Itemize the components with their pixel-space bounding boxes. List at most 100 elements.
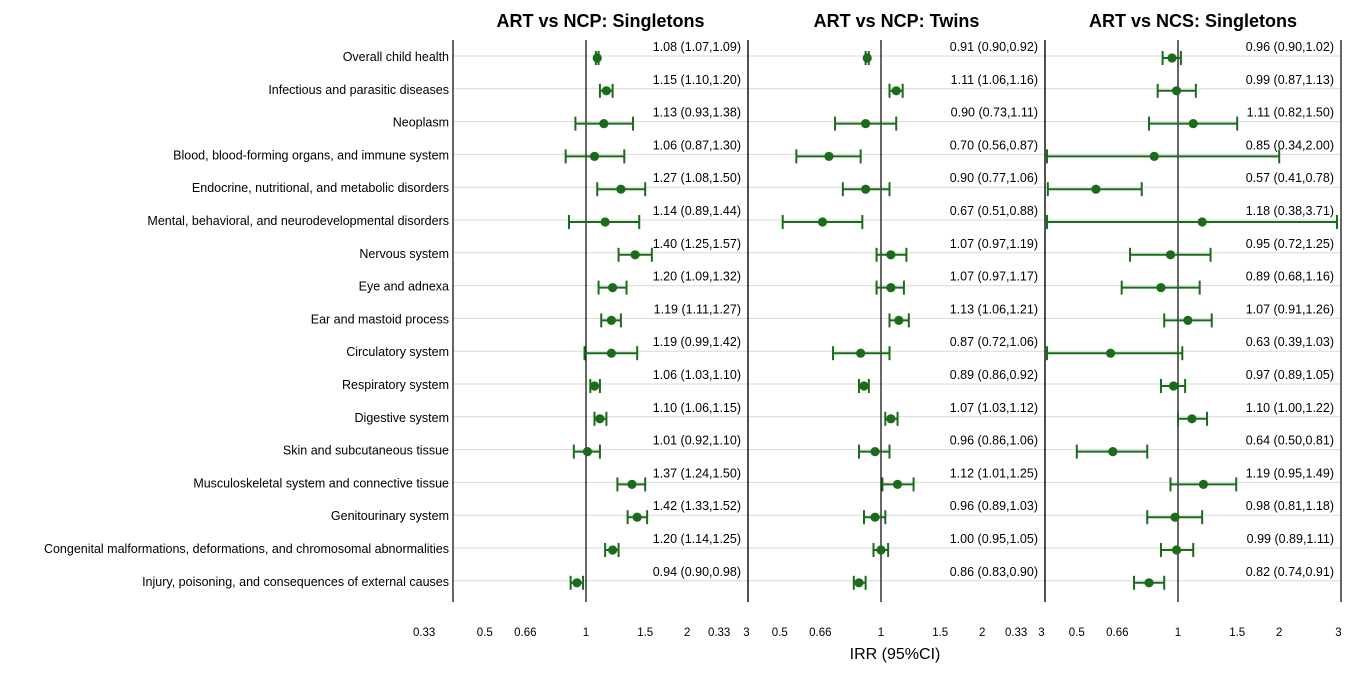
point-estimate (817, 217, 828, 227)
category-label: Mental, behavioral, and neurodevelopment… (147, 214, 449, 228)
x-tick-label: 3 (743, 627, 749, 639)
estimate-label: 0.95 (0.72,1.25) (1246, 237, 1334, 251)
point-estimate (1198, 479, 1208, 489)
point-estimate (1197, 217, 1207, 227)
category-label: Circulatory system (346, 345, 449, 359)
point-estimate (1171, 86, 1182, 96)
x-tick-label: 1.5 (1229, 627, 1245, 639)
estimate-label: 0.87 (0.72,1.06) (950, 335, 1038, 349)
panel-title: ART vs NCP: Twins (814, 11, 980, 31)
point-estimate (886, 250, 896, 260)
point-estimate (891, 86, 901, 96)
estimate-label: 0.85 (0.34,2.00) (1246, 138, 1334, 152)
point-estimate (1108, 447, 1118, 457)
category-label: Blood, blood-forming organs, and immune … (173, 148, 449, 162)
point-estimate (632, 512, 642, 522)
point-estimate (582, 447, 593, 457)
x-tick-label: 3 (1038, 627, 1044, 639)
point-estimate (1167, 53, 1177, 63)
point-estimate (1144, 578, 1154, 588)
estimate-label: 0.57 (0.41,0.78) (1246, 171, 1334, 185)
category-label: Genitourinary system (331, 509, 449, 523)
point-estimate (600, 217, 610, 227)
x-tick-label: 0.5 (772, 627, 788, 639)
estimate-label: 1.27 (1.08,1.50) (653, 171, 741, 185)
estimate-label: 0.70 (0.56,0.87) (950, 138, 1038, 152)
estimate-label: 0.86 (0.83,0.90) (950, 565, 1038, 579)
estimate-label: 0.67 (0.51,0.88) (950, 204, 1038, 218)
x-tick-label: 1.5 (932, 627, 948, 639)
estimate-label: 1.42 (1.33,1.52) (653, 499, 741, 513)
point-estimate (861, 119, 871, 129)
point-estimate (824, 151, 834, 161)
x-tick-label: 0.33 (1005, 627, 1027, 639)
estimate-label: 1.13 (1.06,1.21) (950, 302, 1038, 316)
estimate-label: 1.06 (0.87,1.30) (653, 138, 741, 152)
point-estimate (861, 184, 871, 194)
category-label: Infectious and parasitic diseases (268, 83, 449, 97)
point-estimate (856, 348, 866, 358)
x-tick-label: 2 (1276, 627, 1282, 639)
x-tick-label: 0.33 (413, 627, 435, 639)
category-label: Ear and mastoid process (311, 312, 449, 326)
estimate-label: 0.97 (0.89,1.05) (1246, 368, 1334, 382)
estimate-label: 0.89 (0.86,0.92) (950, 368, 1038, 382)
category-label: Respiratory system (342, 378, 449, 392)
point-estimate (1165, 250, 1176, 260)
estimate-label: 1.20 (1.09,1.32) (653, 270, 741, 284)
point-estimate (630, 250, 640, 260)
point-estimate (1188, 119, 1198, 129)
estimate-label: 1.07 (1.03,1.12) (950, 401, 1038, 415)
x-axis-label: IRR (95%CI) (850, 646, 941, 663)
point-estimate (601, 86, 612, 96)
x-tick-label: 1 (878, 627, 884, 639)
estimate-label: 1.19 (1.11,1.27) (654, 302, 741, 316)
estimate-label: 1.07 (0.97,1.17) (950, 270, 1038, 284)
point-estimate (892, 479, 903, 489)
category-label: Eye and adnexa (359, 280, 449, 294)
estimate-label: 1.00 (0.95,1.05) (950, 532, 1038, 546)
x-tick-label: 2 (684, 627, 690, 639)
estimate-label: 1.19 (0.99,1.42) (653, 335, 741, 349)
estimate-label: 1.07 (0.91,1.26) (1246, 302, 1334, 316)
point-estimate (854, 578, 864, 588)
point-estimate (595, 414, 605, 424)
x-tick-label: 1 (1175, 627, 1181, 639)
point-estimate (606, 348, 616, 358)
estimate-label: 1.14 (0.89,1.44) (653, 204, 741, 218)
x-tick-label: 0.66 (809, 627, 831, 639)
point-estimate (1168, 381, 1179, 391)
estimate-label: 0.82 (0.74,0.91) (1246, 565, 1334, 579)
x-tick-label: 3 (1335, 627, 1341, 639)
marks-layer (564, 51, 1338, 590)
point-estimate (608, 283, 618, 293)
estimate-label: 0.98 (0.81,1.18) (1246, 499, 1334, 513)
point-estimate (627, 479, 637, 489)
point-estimate (616, 184, 626, 194)
point-estimate (870, 512, 880, 522)
x-tick-label: 0.66 (1106, 627, 1128, 639)
category-label: Neoplasm (393, 116, 449, 130)
point-estimate (589, 381, 600, 391)
category-label: Skin and subcutaneous tissue (283, 444, 449, 458)
category-label: Injury, poisoning, and consequences of e… (142, 575, 449, 589)
category-label: Endocrine, nutritional, and metabolic di… (192, 181, 449, 195)
point-estimate (1149, 151, 1159, 161)
estimate-label: 0.90 (0.77,1.06) (950, 171, 1038, 185)
estimate-label: 1.10 (1.06,1.15) (653, 401, 741, 415)
point-estimate (862, 53, 872, 63)
point-estimate (1156, 283, 1166, 293)
estimate-label: 1.10 (1.00,1.22) (1246, 401, 1334, 415)
category-label: Musculoskeletal system and connective ti… (193, 476, 449, 490)
point-estimate (572, 578, 582, 588)
estimate-label: 0.96 (0.90,1.02) (1246, 40, 1334, 54)
panel-frames-layer (452, 40, 1342, 602)
category-label: Digestive system (355, 411, 449, 425)
estimate-label: 0.99 (0.87,1.13) (1246, 73, 1334, 87)
x-tick-label: 0.33 (708, 627, 730, 639)
estimate-label: 0.90 (0.73,1.11) (951, 106, 1038, 120)
point-estimate (1105, 348, 1116, 358)
x-tick-label: 0.66 (514, 627, 536, 639)
point-estimate (876, 545, 886, 555)
